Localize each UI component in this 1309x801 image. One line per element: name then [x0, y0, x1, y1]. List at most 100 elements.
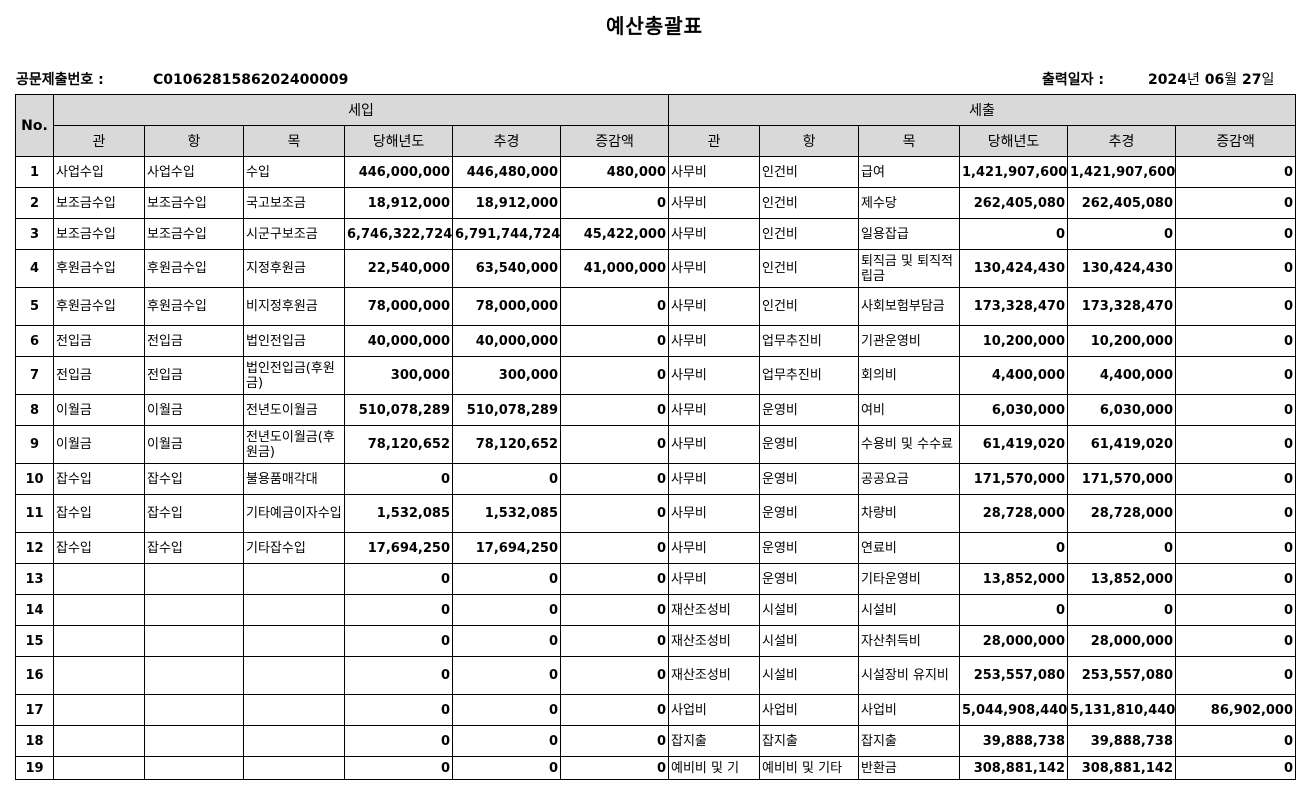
- revenue-difference-cell: 0: [559, 187, 670, 219]
- expense-hang-cell: 잡지출: [759, 725, 860, 757]
- expense-supplementary-cell: 262,405,080: [1067, 187, 1177, 219]
- revenue-supplementary-cell: 0: [452, 625, 561, 657]
- revenue-current-year-cell: 1,532,085: [344, 494, 453, 533]
- expense-current-year-cell: 0: [959, 218, 1069, 250]
- revenue-hang-cell: 보조금수입: [144, 187, 244, 219]
- revenue-supplementary-cell: 446,480,000: [452, 156, 561, 188]
- expense-difference-cell: 86,902,000: [1175, 694, 1297, 726]
- revenue-gwan-cell: [53, 756, 145, 780]
- revenue-supplementary-cell: 18,912,000: [452, 187, 561, 219]
- document-number-label: 공문제출번호 :: [16, 72, 104, 88]
- expense-current-year-cell: 28,728,000: [959, 494, 1069, 533]
- expense-supplementary-cell: 10,200,000: [1067, 325, 1177, 357]
- header-expense-difference: 증감액: [1175, 125, 1297, 157]
- expense-current-year-cell: 171,570,000: [959, 463, 1069, 495]
- expense-mok-cell: 잡지출: [858, 725, 961, 757]
- expense-current-year-cell: 253,557,080: [959, 656, 1069, 695]
- row-number-cell: 19: [15, 756, 54, 780]
- table-row: 7 전입금 전입금 법인전입금(후원금) 300,000 300,000 0 사무비 업무추진비…: [15, 356, 1297, 395]
- revenue-gwan-cell: 보조금수입: [53, 218, 145, 250]
- revenue-mok-cell: 국고보조금: [243, 187, 345, 219]
- expense-current-year-cell: 6,030,000: [959, 394, 1069, 426]
- expense-hang-cell: 운영비: [759, 494, 860, 533]
- header-expense: 세출: [668, 94, 1297, 126]
- revenue-supplementary-cell: 0: [452, 563, 561, 595]
- revenue-hang-cell: [144, 656, 244, 695]
- expense-difference-cell: 0: [1175, 187, 1297, 219]
- expense-supplementary-cell: 5,131,810,440: [1067, 694, 1177, 726]
- revenue-hang-cell: [144, 563, 244, 595]
- revenue-supplementary-cell: 78,120,652: [452, 425, 561, 464]
- revenue-current-year-cell: 17,694,250: [344, 532, 453, 564]
- revenue-hang-cell: 보조금수입: [144, 218, 244, 250]
- expense-gwan-cell: 사무비: [668, 156, 761, 188]
- revenue-mok-cell: 전년도이월금(후원금): [243, 425, 345, 464]
- revenue-current-year-cell: 300,000: [344, 356, 453, 395]
- expense-supplementary-cell: 130,424,430: [1067, 249, 1177, 288]
- print-day-unit: 일: [1261, 72, 1275, 88]
- revenue-current-year-cell: 0: [344, 725, 453, 757]
- row-number-cell: 17: [15, 694, 54, 726]
- expense-hang-cell: 예비비 및 기타: [759, 756, 860, 780]
- expense-hang-cell: 시설비: [759, 656, 860, 695]
- revenue-current-year-cell: 78,120,652: [344, 425, 453, 464]
- expense-difference-cell: 0: [1175, 594, 1297, 626]
- revenue-supplementary-cell: 0: [452, 594, 561, 626]
- expense-current-year-cell: 308,881,142: [959, 756, 1069, 780]
- document-number: 공문제출번호 : C0106281586202400009: [16, 69, 348, 89]
- revenue-gwan-cell: 후원금수입: [53, 249, 145, 288]
- expense-current-year-cell: 130,424,430: [959, 249, 1069, 288]
- expense-gwan-cell: 사무비: [668, 425, 761, 464]
- table-row: 18 0 0 0 잡지출 잡지출 잡지출 39,888,738 39,888,738 0: [15, 725, 1297, 757]
- revenue-hang-cell: [144, 694, 244, 726]
- revenue-mok-cell: [243, 563, 345, 595]
- revenue-current-year-cell: 0: [344, 756, 453, 780]
- row-number-cell: 2: [15, 187, 54, 219]
- expense-current-year-cell: 5,044,908,440: [959, 694, 1069, 726]
- revenue-current-year-cell: 18,912,000: [344, 187, 453, 219]
- header-expense-supplementary: 추경: [1067, 125, 1177, 157]
- expense-hang-cell: 사업비: [759, 694, 860, 726]
- revenue-hang-cell: 잡수입: [144, 532, 244, 564]
- expense-gwan-cell: 사무비: [668, 325, 761, 357]
- revenue-supplementary-cell: 0: [452, 463, 561, 495]
- revenue-gwan-cell: 전입금: [53, 356, 145, 395]
- expense-current-year-cell: 262,405,080: [959, 187, 1069, 219]
- row-number-cell: 11: [15, 494, 54, 533]
- revenue-current-year-cell: 446,000,000: [344, 156, 453, 188]
- header-revenue-hang: 항: [144, 125, 244, 157]
- expense-difference-cell: 0: [1175, 249, 1297, 288]
- row-number-cell: 16: [15, 656, 54, 695]
- expense-gwan-cell: 재산조성비: [668, 594, 761, 626]
- expense-mok-cell: 회의비: [858, 356, 961, 395]
- row-number-cell: 4: [15, 249, 54, 288]
- expense-mok-cell: 기타운영비: [858, 563, 961, 595]
- revenue-mok-cell: 시군구보조금: [243, 218, 345, 250]
- table-row: 5 후원금수입 후원금수입 비지정후원금 78,000,000 78,000,000 0 사무…: [15, 287, 1297, 326]
- revenue-difference-cell: 0: [559, 694, 670, 726]
- expense-current-year-cell: 4,400,000: [959, 356, 1069, 395]
- expense-current-year-cell: 61,419,020: [959, 425, 1069, 464]
- revenue-hang-cell: [144, 725, 244, 757]
- expense-gwan-cell: 잡지출: [668, 725, 761, 757]
- expense-difference-cell: 0: [1175, 625, 1297, 657]
- expense-supplementary-cell: 0: [1067, 218, 1177, 250]
- expense-hang-cell: 인건비: [759, 218, 860, 250]
- header-revenue-gwan: 관: [53, 125, 145, 157]
- expense-difference-cell: 0: [1175, 325, 1297, 357]
- expense-gwan-cell: 사무비: [668, 187, 761, 219]
- header-expense-gwan: 관: [668, 125, 761, 157]
- revenue-mok-cell: 수입: [243, 156, 345, 188]
- expense-difference-cell: 0: [1175, 656, 1297, 695]
- revenue-current-year-cell: 0: [344, 656, 453, 695]
- revenue-gwan-cell: 사업수입: [53, 156, 145, 188]
- revenue-supplementary-cell: 6,791,744,724: [452, 218, 561, 250]
- expense-mok-cell: 반환금: [858, 756, 961, 780]
- expense-current-year-cell: 10,200,000: [959, 325, 1069, 357]
- revenue-hang-cell: [144, 756, 244, 780]
- revenue-difference-cell: 0: [559, 425, 670, 464]
- expense-supplementary-cell: 0: [1067, 532, 1177, 564]
- expense-gwan-cell: 사무비: [668, 463, 761, 495]
- table-row: 1 사업수입 사업수입 수입 446,000,000 446,480,000 480,000…: [15, 156, 1297, 188]
- revenue-gwan-cell: [53, 656, 145, 695]
